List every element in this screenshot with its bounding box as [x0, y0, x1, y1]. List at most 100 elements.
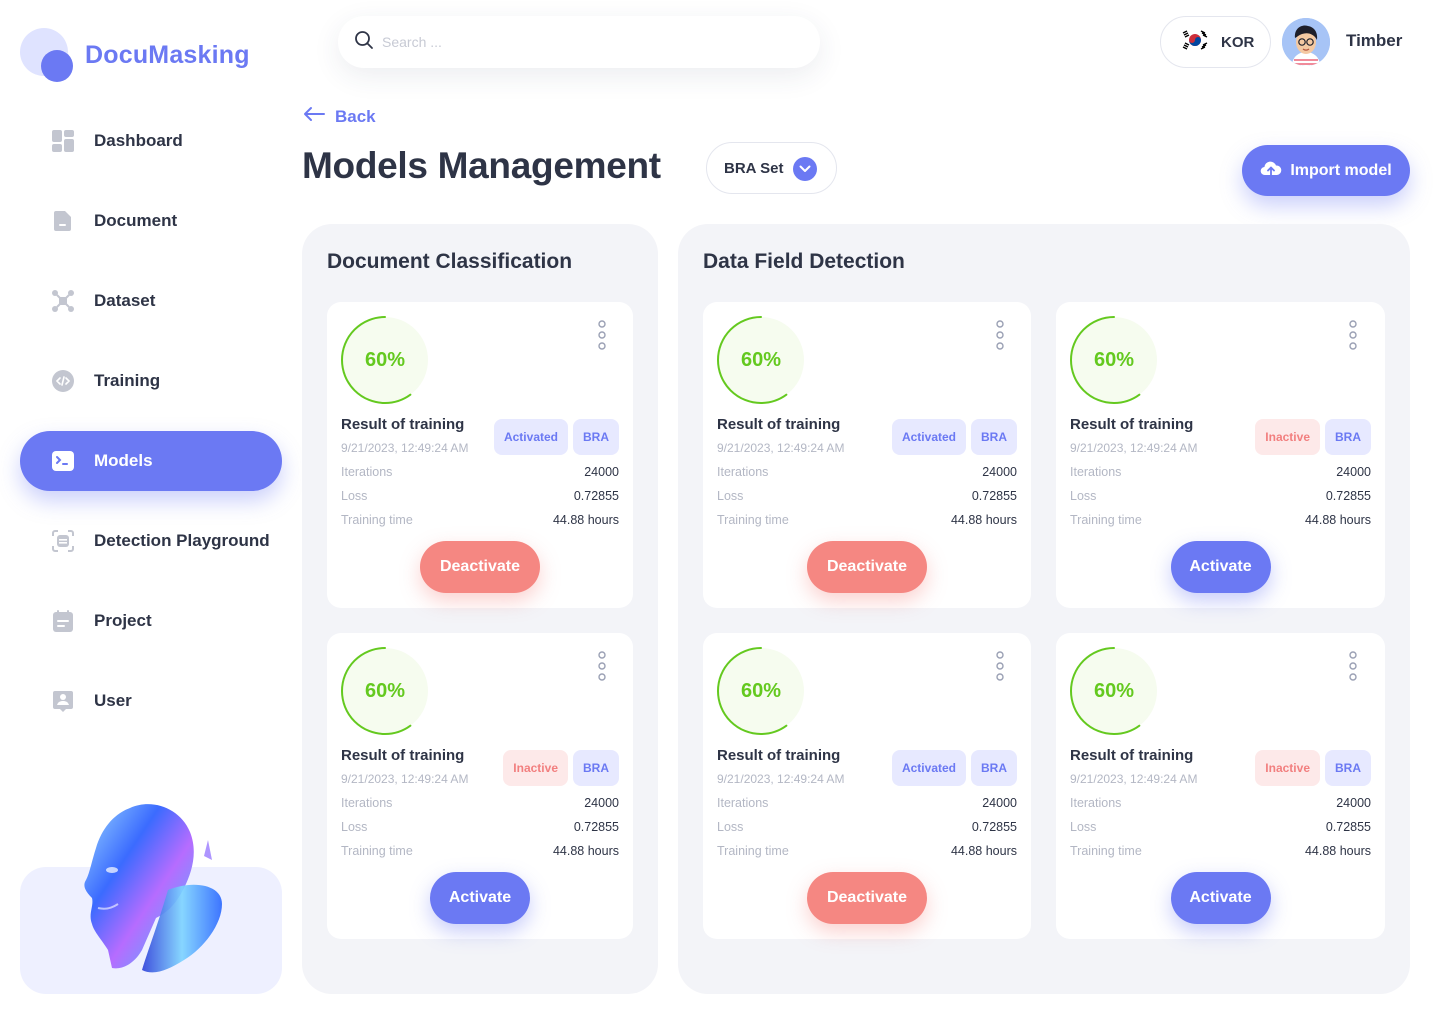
panel-title: Data Field Detection [703, 250, 905, 273]
sidebar-item-dashboard[interactable]: Dashboard [20, 111, 282, 171]
activate-button[interactable]: Activate [1170, 872, 1271, 924]
iterations-value: 24000 [982, 465, 1017, 479]
page-title: Models Management [302, 145, 661, 186]
model-set-value: BRA Set [724, 159, 784, 177]
training-time-label: Training time [1070, 513, 1142, 527]
deactivate-button[interactable]: Deactivate [807, 541, 927, 593]
progress-ring [717, 316, 805, 404]
document-icon [51, 209, 75, 233]
deactivate-button[interactable]: Deactivate [807, 872, 927, 924]
import-model-label: Import model [1290, 161, 1392, 179]
model-card: 60% Result of training 9/21/2023, 12:49:… [327, 302, 633, 608]
model-card: 60% Result of training 9/21/2023, 12:49:… [703, 302, 1031, 608]
more-options-icon[interactable] [993, 320, 1007, 350]
card-title: Result of training [717, 747, 841, 764]
app-logo[interactable]: DocuMasking [20, 28, 250, 82]
loss-label: Loss [341, 820, 368, 834]
activate-button[interactable]: Activate [430, 872, 530, 924]
model-set-dropdown[interactable]: BRA Set [706, 142, 837, 194]
dataset-icon [51, 289, 75, 313]
user-name: Timber [1346, 31, 1403, 50]
language-code: KOR [1221, 33, 1255, 51]
card-date: 9/21/2023, 12:49:24 AM [1070, 772, 1198, 786]
sidebar-item-label: Training [94, 371, 161, 390]
sidebar-item-document[interactable]: Document [20, 191, 282, 251]
training-time-label: Training time [341, 513, 413, 527]
model-card: 60% Result of training 9/21/2023, 12:49:… [1056, 633, 1385, 939]
status-badge: Activated [891, 419, 966, 455]
model-card: 60% Result of training 9/21/2023, 12:49:… [703, 633, 1031, 939]
progress-value: 60% [740, 348, 782, 371]
more-options-icon[interactable] [1346, 651, 1360, 681]
search-input[interactable] [382, 34, 782, 50]
region-badge: BRA [971, 750, 1017, 786]
status-badge: Inactive [1255, 750, 1320, 786]
import-model-button[interactable]: Import model [1242, 145, 1410, 196]
progress-ring [341, 647, 429, 735]
iterations-value: 24000 [1336, 465, 1371, 479]
training-time-value: 44.88 hours [552, 844, 619, 858]
korea-flag-icon [1179, 27, 1211, 57]
training-time-label: Training time [341, 844, 413, 858]
models-icon [51, 449, 75, 473]
deactivate-button[interactable]: Deactivate [420, 541, 540, 593]
more-options-icon[interactable] [993, 651, 1007, 681]
progress-value: 60% [740, 679, 782, 702]
sidebar-item-user[interactable]: User [20, 671, 282, 731]
sidebar-item-label: Project [94, 611, 152, 630]
detection-icon [51, 529, 75, 553]
user-icon [51, 689, 75, 713]
card-date: 9/21/2023, 12:49:24 AM [717, 441, 845, 455]
iterations-value: 24000 [1336, 796, 1371, 810]
card-date: 9/21/2023, 12:49:24 AM [341, 441, 469, 455]
training-time-value: 44.88 hours [1304, 844, 1371, 858]
back-link[interactable]: Back [303, 106, 376, 127]
loss-value: 0.72855 [573, 489, 619, 503]
iterations-label: Iterations [1070, 465, 1122, 479]
status-badge: Activated [493, 419, 568, 455]
sidebar-item-models[interactable]: Models [20, 431, 282, 491]
training-icon [51, 369, 75, 393]
training-time-value: 44.88 hours [1304, 513, 1371, 527]
search-bar[interactable] [338, 16, 820, 68]
holographic-face-illustration [84, 804, 222, 973]
progress-ring [341, 316, 429, 404]
sidebar-item-dataset[interactable]: Dataset [20, 271, 282, 331]
status-badge: Activated [891, 750, 966, 786]
region-badge: BRA [1325, 750, 1371, 786]
region-badge: BRA [1325, 419, 1371, 455]
model-card: 60% Result of training 9/21/2023, 12:49:… [1056, 302, 1385, 608]
document-classification-panel: Document Classification 60% Result of tr… [302, 224, 658, 994]
search-icon [354, 30, 374, 55]
training-time-label: Training time [1070, 844, 1142, 858]
more-options-icon[interactable] [1346, 320, 1360, 350]
data-field-detection-panel: Data Field Detection 60% Result of train… [678, 224, 1410, 994]
sidebar-item-project[interactable]: Project [20, 591, 282, 651]
loss-value: 0.72855 [1325, 489, 1371, 503]
model-card: 60% Result of training 9/21/2023, 12:49:… [327, 633, 633, 939]
training-time-value: 44.88 hours [552, 513, 619, 527]
iterations-label: Iterations [1070, 796, 1122, 810]
status-badge: Inactive [503, 750, 568, 786]
more-options-icon[interactable] [595, 320, 609, 350]
card-date: 9/21/2023, 12:49:24 AM [1070, 441, 1198, 455]
activate-button[interactable]: Activate [1170, 541, 1271, 593]
logo-mark-icon [20, 28, 74, 82]
back-label: Back [335, 106, 376, 126]
training-time-label: Training time [717, 844, 789, 858]
dashboard-icon [51, 129, 75, 153]
sidebar-item-training[interactable]: Training [20, 351, 282, 411]
card-title: Result of training [1070, 416, 1194, 433]
sidebar-item-detection-playground[interactable]: Detection Playground [20, 511, 282, 571]
iterations-value: 24000 [982, 796, 1017, 810]
more-options-icon[interactable] [595, 651, 609, 681]
language-selector[interactable]: KOR [1160, 16, 1271, 68]
cloud-upload-icon [1260, 159, 1282, 182]
sidebar-nav: Dashboard Document Dataset Training Mode… [20, 111, 282, 751]
avatar[interactable] [1282, 18, 1330, 66]
card-title: Result of training [341, 416, 465, 433]
iterations-label: Iterations [717, 796, 769, 810]
iterations-value: 24000 [584, 796, 619, 810]
progress-value: 60% [1093, 348, 1135, 371]
sidebar-item-label: Dataset [94, 291, 156, 310]
